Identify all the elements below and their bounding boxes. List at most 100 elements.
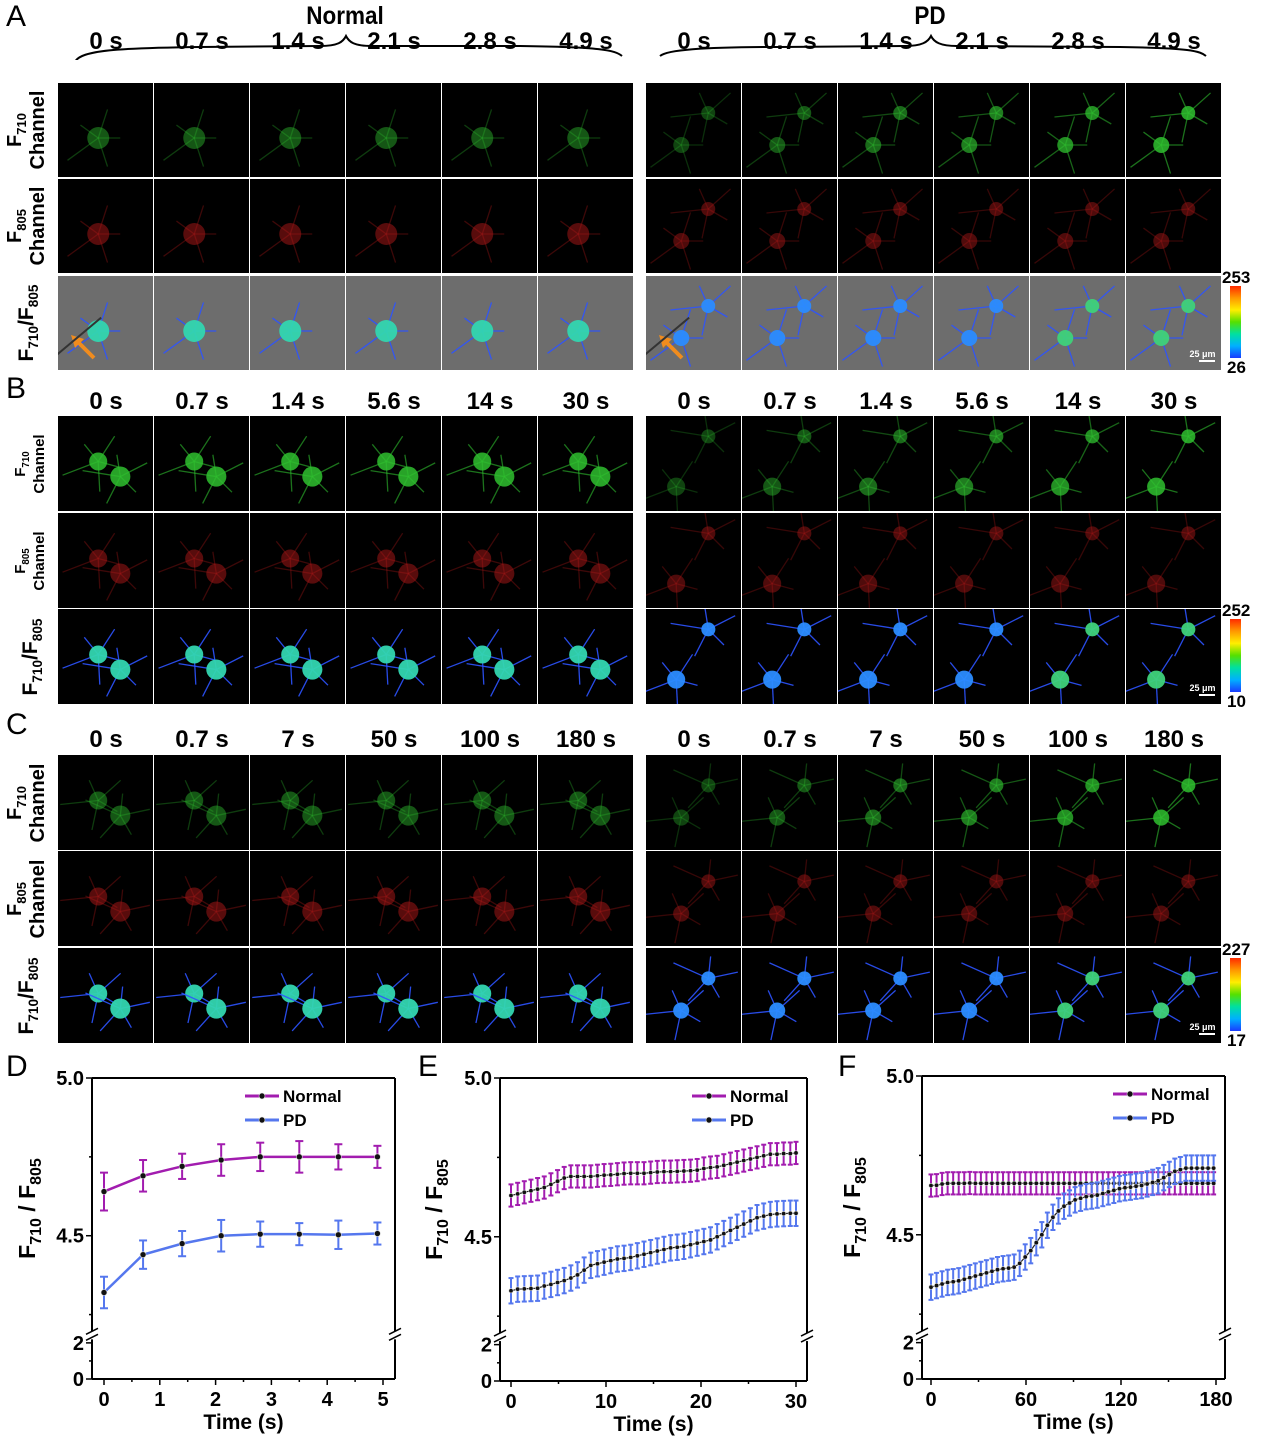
ratio-f: F bbox=[15, 348, 38, 362]
f710-channel-image bbox=[538, 416, 633, 511]
data-point-pd bbox=[934, 1283, 940, 1289]
arrow-icon bbox=[68, 332, 98, 362]
f710-channel-image bbox=[538, 755, 633, 850]
f805-channel-image bbox=[538, 179, 633, 273]
data-point-pd bbox=[608, 1258, 614, 1264]
cell-image bbox=[746, 188, 827, 270]
data-point-pd bbox=[178, 1240, 186, 1247]
y-label-sub2: 805 bbox=[28, 1158, 45, 1185]
time-label: 0 s bbox=[89, 388, 123, 415]
data-point-normal bbox=[989, 1180, 995, 1186]
cell-image bbox=[540, 875, 630, 935]
data-point-normal bbox=[1211, 1180, 1217, 1186]
y-tick-label: 5.0 bbox=[886, 1066, 914, 1088]
x-tick-label: 30 bbox=[785, 1391, 807, 1413]
ratio-image bbox=[538, 276, 633, 370]
data-point-normal bbox=[707, 1165, 713, 1171]
x-axis-label: Time (s) bbox=[1033, 1411, 1113, 1434]
time-label: 2.1 s bbox=[367, 28, 421, 55]
colorbar bbox=[1230, 286, 1241, 358]
cell-image bbox=[158, 435, 244, 504]
cell-image bbox=[842, 188, 923, 270]
cell-image bbox=[451, 109, 505, 167]
legend-label-normal: Normal bbox=[730, 1087, 789, 1106]
ratio-image: 25 μm bbox=[1126, 276, 1221, 370]
data-point-pd bbox=[1017, 1260, 1023, 1266]
data-point-normal bbox=[648, 1170, 654, 1176]
cell-image bbox=[156, 875, 246, 935]
data-point-pd bbox=[515, 1286, 521, 1292]
f710-channel-image bbox=[58, 416, 153, 511]
data-point-normal bbox=[701, 1166, 707, 1172]
data-point-normal bbox=[374, 1153, 381, 1161]
f710-channel-image bbox=[838, 755, 933, 850]
f710-channel-image bbox=[538, 83, 633, 177]
ratio-image bbox=[1030, 948, 1125, 1043]
data-point-pd bbox=[1205, 1165, 1211, 1171]
data-point-pd bbox=[1111, 1187, 1117, 1193]
data-point-normal bbox=[217, 1156, 225, 1164]
f805-channel-image bbox=[250, 513, 345, 608]
data-point-pd bbox=[939, 1281, 945, 1287]
y-tick-label: 0 bbox=[903, 1369, 914, 1391]
ratio-image bbox=[250, 276, 345, 370]
cell-image bbox=[838, 609, 928, 704]
f805-channel-image bbox=[646, 179, 741, 273]
data-point-pd bbox=[661, 1246, 667, 1252]
cell-image bbox=[646, 956, 738, 1041]
panel-letter-d: D bbox=[6, 1050, 28, 1083]
data-point-normal bbox=[721, 1162, 727, 1168]
f805-channel-image bbox=[1126, 851, 1221, 946]
data-point-pd bbox=[588, 1262, 594, 1268]
data-point-normal bbox=[688, 1168, 694, 1174]
data-point-pd bbox=[295, 1230, 303, 1238]
arrow-icon bbox=[656, 332, 686, 362]
f805-channel-image bbox=[1126, 179, 1221, 273]
row-label-second: Channel bbox=[27, 186, 49, 266]
data-point-normal bbox=[995, 1180, 1001, 1186]
row-label-main: F bbox=[12, 564, 29, 574]
cell-image bbox=[350, 532, 436, 601]
time-label: 14 s bbox=[1054, 388, 1102, 415]
y-label-f: F bbox=[421, 1246, 447, 1260]
time-label: 0 s bbox=[677, 388, 711, 415]
cell-image bbox=[742, 763, 834, 848]
f710-channel-image bbox=[154, 755, 249, 850]
cell-image bbox=[746, 285, 827, 367]
cell-image bbox=[1126, 763, 1218, 848]
data-point-pd bbox=[561, 1278, 567, 1284]
data-point-pd bbox=[581, 1267, 587, 1273]
f710-channel-image bbox=[1126, 416, 1221, 511]
f805-channel-image bbox=[538, 513, 633, 608]
data-point-pd bbox=[741, 1221, 747, 1227]
data-point-normal bbox=[548, 1181, 554, 1187]
cell-image bbox=[842, 285, 923, 367]
cell-image bbox=[746, 92, 827, 174]
x-tick-label: 4 bbox=[322, 1389, 334, 1411]
y-tick-label: 0 bbox=[73, 1369, 84, 1391]
data-point-pd bbox=[688, 1242, 694, 1248]
cell-image bbox=[934, 763, 1026, 848]
time-label: 180 s bbox=[555, 726, 617, 753]
time-label: 4.9 s bbox=[1147, 28, 1201, 55]
ratio-image bbox=[838, 948, 933, 1043]
legend-label-pd: PD bbox=[283, 1111, 307, 1130]
cell-image bbox=[67, 205, 121, 263]
data-point-normal bbox=[945, 1180, 951, 1186]
ratio-image bbox=[1030, 609, 1125, 704]
data-point-pd bbox=[734, 1224, 740, 1230]
row-label-second: Channel bbox=[27, 90, 49, 170]
data-point-normal bbox=[950, 1180, 956, 1186]
data-point-pd bbox=[714, 1234, 720, 1240]
cell-image bbox=[350, 435, 436, 504]
row-label-main: F bbox=[4, 134, 26, 147]
f710-channel-image bbox=[646, 755, 741, 850]
cell-image bbox=[62, 532, 148, 601]
data-point-normal bbox=[581, 1173, 587, 1179]
cell-image bbox=[1126, 416, 1216, 511]
data-point-pd bbox=[956, 1278, 962, 1284]
f805-channel-image bbox=[442, 851, 537, 946]
data-point-pd bbox=[767, 1212, 773, 1218]
data-point-normal bbox=[956, 1180, 962, 1186]
colorbar-max: 253 bbox=[1222, 268, 1251, 287]
